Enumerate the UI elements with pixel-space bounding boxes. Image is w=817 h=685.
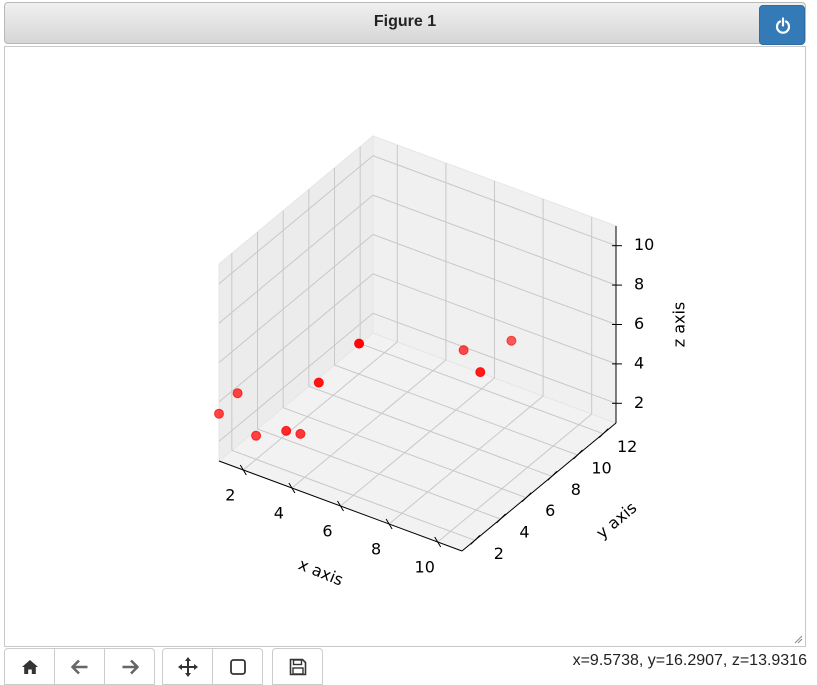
x-tick-label: 4 [274, 504, 284, 523]
z-grid-line [372, 155, 617, 247]
z-grid-line [372, 234, 617, 325]
y-tick-mark [521, 492, 532, 503]
x-tick-label: 6 [322, 522, 332, 541]
figure-titlebar: Figure 1 [4, 2, 806, 45]
save-icon [289, 658, 306, 676]
x-tick-mark [337, 500, 344, 512]
forward-button[interactable] [105, 649, 154, 684]
pan-button[interactable] [163, 649, 213, 684]
y-tick-mark [496, 513, 506, 524]
data-point [251, 430, 262, 441]
y-grid-line [231, 449, 476, 541]
y-grid-line [282, 407, 527, 499]
y-tick-mark [598, 428, 609, 439]
y-tick-mark [470, 534, 481, 545]
zoom-rect-icon [229, 659, 246, 675]
tool-button-group [162, 648, 263, 685]
y-tick-mark [573, 449, 583, 460]
data-point [475, 367, 486, 378]
data-point [295, 428, 306, 439]
y-grid-line [334, 364, 578, 456]
figure-canvas[interactable]: 2 4 6 8 10 2 4 6 8 10 12 2 4 6 8 10 x axis y axis z axis [4, 46, 806, 647]
data-point [354, 338, 365, 349]
x-tick-mark [434, 536, 442, 548]
x-tick-label: 8 [371, 540, 381, 559]
z-axis-title: z axis [670, 302, 689, 348]
z-grid-line [218, 234, 374, 363]
data-point [232, 388, 243, 399]
z-tick-label: 10 [634, 235, 654, 254]
home-button[interactable] [5, 649, 55, 684]
y-tick-label: 12 [617, 437, 637, 456]
data-point [313, 377, 324, 388]
data-point [214, 408, 224, 419]
resize-grip-icon[interactable] [793, 634, 803, 644]
z-grid-line [372, 312, 617, 404]
z-grid-line [218, 155, 374, 285]
z-grid-line [372, 273, 617, 365]
x-grid-line [437, 413, 593, 543]
back-button[interactable] [55, 649, 105, 684]
z-tick-label: 4 [634, 353, 644, 372]
power-icon [775, 17, 791, 34]
x-grid-line [340, 377, 495, 507]
y-tick-mark [547, 470, 558, 481]
x-tick-mark [385, 518, 393, 530]
x-tick-mark [288, 482, 296, 494]
x-grid-line [242, 341, 398, 471]
y-grid-line [257, 428, 501, 520]
x-tick-label: 10 [415, 558, 435, 577]
x-tick-mark [239, 464, 247, 476]
z-grid-line [372, 194, 617, 286]
axes-grid [218, 145, 617, 543]
axis-lines [218, 226, 622, 552]
x-grid-line [291, 359, 447, 489]
z-tick-label: 8 [634, 275, 644, 294]
z-grid-line [218, 273, 374, 403]
move-icon [177, 657, 198, 677]
cursor-coordinates: x=9.5738, y=16.2907, z=13.9316 [572, 652, 807, 669]
z-tick-label: 6 [634, 314, 644, 333]
y-tick-label: 8 [571, 480, 581, 499]
y-tick-label: 2 [494, 544, 504, 563]
data-point [458, 345, 469, 356]
z-grid-line [218, 312, 374, 442]
data-point [506, 335, 517, 346]
save-button-group [272, 648, 323, 685]
home-icon [21, 660, 38, 674]
data-points [214, 335, 517, 441]
y-axis-line [461, 422, 617, 552]
y-tick-label: 6 [545, 501, 555, 520]
z-tick-label: 2 [634, 393, 644, 412]
x-tick-label: 2 [225, 486, 235, 505]
save-button[interactable] [273, 649, 322, 684]
arrow-left-icon [70, 659, 87, 675]
y-tick-label: 10 [591, 459, 611, 478]
data-point [281, 425, 292, 436]
zoom-button[interactable] [213, 649, 262, 684]
z-grid-line [218, 194, 374, 324]
x-grid-line [388, 395, 544, 525]
y-axis-title: y axis [592, 498, 640, 543]
y-grid-line [308, 385, 553, 477]
y-grid-line [359, 343, 604, 435]
nav-button-group [4, 648, 155, 685]
close-figure-button[interactable] [759, 5, 805, 45]
figure-toolbar [4, 648, 564, 685]
x-axis-title: x axis [296, 555, 346, 590]
y-tick-label: 4 [519, 523, 529, 542]
figure-title: Figure 1 [373, 13, 437, 30]
arrow-right-icon [122, 659, 139, 675]
